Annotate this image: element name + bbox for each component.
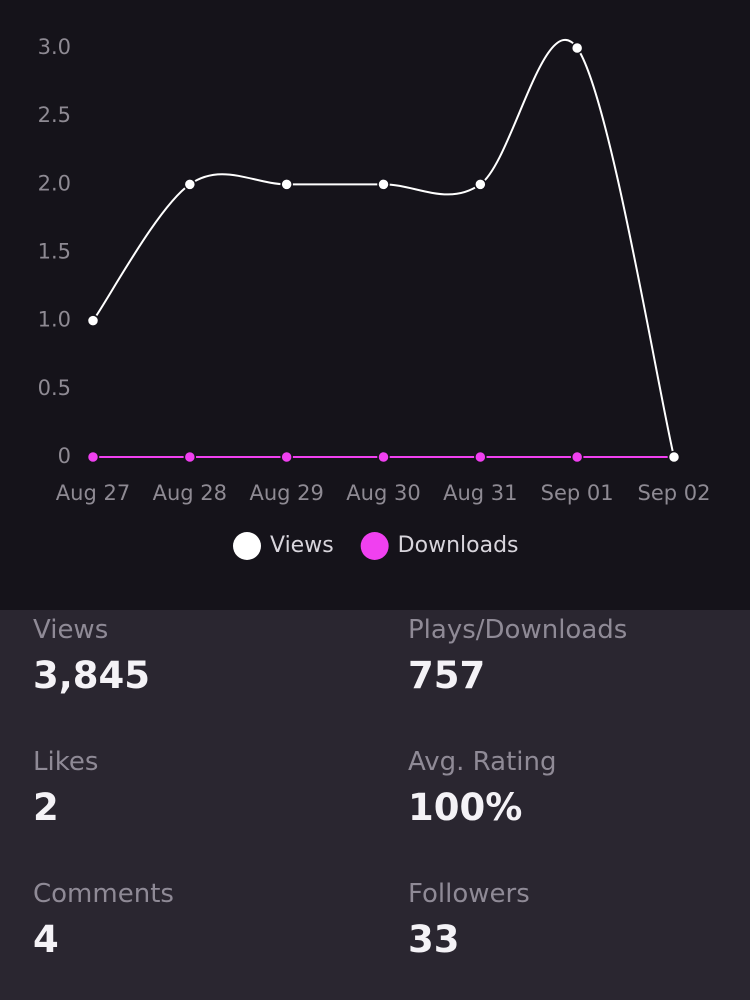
data-point: [86, 314, 100, 327]
data-point: [377, 450, 390, 464]
stat: Followers 33: [408, 879, 748, 962]
stat-value: 3,845: [33, 654, 151, 697]
data-point: [474, 178, 487, 191]
legend-label: Downloads: [398, 533, 519, 558]
stat-label: Avg. Rating: [408, 747, 557, 777]
x-tick-label: Aug 30: [346, 481, 420, 505]
stat-value: 757: [408, 654, 486, 697]
x-tick-label: Sep 01: [541, 481, 614, 505]
legend-label: Views: [270, 533, 334, 558]
stat-value: 33: [408, 918, 460, 961]
y-tick-label: 0.5: [38, 376, 71, 400]
legend-swatch: [233, 532, 261, 560]
x-tick-label: Sep 02: [638, 481, 711, 505]
stat: Plays/Downloads 757: [408, 615, 748, 698]
data-point: [570, 41, 584, 55]
stat: Comments 4: [33, 879, 373, 962]
stat-label: Likes: [33, 747, 99, 777]
x-tick-label: Aug 29: [249, 481, 323, 505]
data-point: [667, 450, 681, 464]
stat-label: Followers: [408, 879, 530, 909]
stat: Views 3,845: [33, 615, 373, 698]
x-tick-label: Aug 27: [56, 481, 130, 505]
y-tick-label: 3.0: [38, 35, 71, 59]
x-tick-label: Aug 28: [153, 481, 227, 505]
data-point: [280, 178, 293, 191]
data-point: [474, 450, 487, 464]
chart: 0 0.5 1.0 1.5 2.0 2.5 3.0 Aug 27 Aug 28 Aug 29 Aug…: [38, 35, 711, 560]
y-tick-label: 2.0: [38, 171, 71, 195]
stat-value: 2: [33, 786, 59, 829]
y-tick-label: 2.5: [38, 103, 71, 127]
stat-label: Comments: [33, 879, 174, 909]
y-tick-label: 1.5: [38, 240, 71, 264]
data-point: [570, 450, 584, 464]
legend-swatch: [360, 532, 389, 560]
stat-label: Views: [33, 615, 109, 645]
data-point: [183, 450, 197, 464]
data-point: [183, 178, 197, 191]
y-tick-label: 1.0: [38, 308, 71, 332]
stat-value: 4: [33, 918, 59, 961]
stat-value: 100%: [408, 786, 523, 829]
data-point: [280, 450, 293, 464]
legend-item: Downloads: [360, 532, 519, 560]
y-tick-label: 0: [58, 444, 71, 468]
data-point: [86, 450, 100, 464]
stat: Avg. Rating 100%: [408, 747, 748, 830]
stats-panel: Views 3,845 Plays/Downloads 757 Likes 2 Avg. R…: [0, 610, 750, 1000]
x-tick-label: Aug 31: [443, 481, 517, 505]
stat-label: Plays/Downloads: [408, 615, 628, 645]
series-line: [92, 38, 675, 458]
data-point: [377, 178, 390, 191]
legend-item: Views: [233, 532, 334, 560]
stat: Likes 2: [33, 747, 373, 830]
